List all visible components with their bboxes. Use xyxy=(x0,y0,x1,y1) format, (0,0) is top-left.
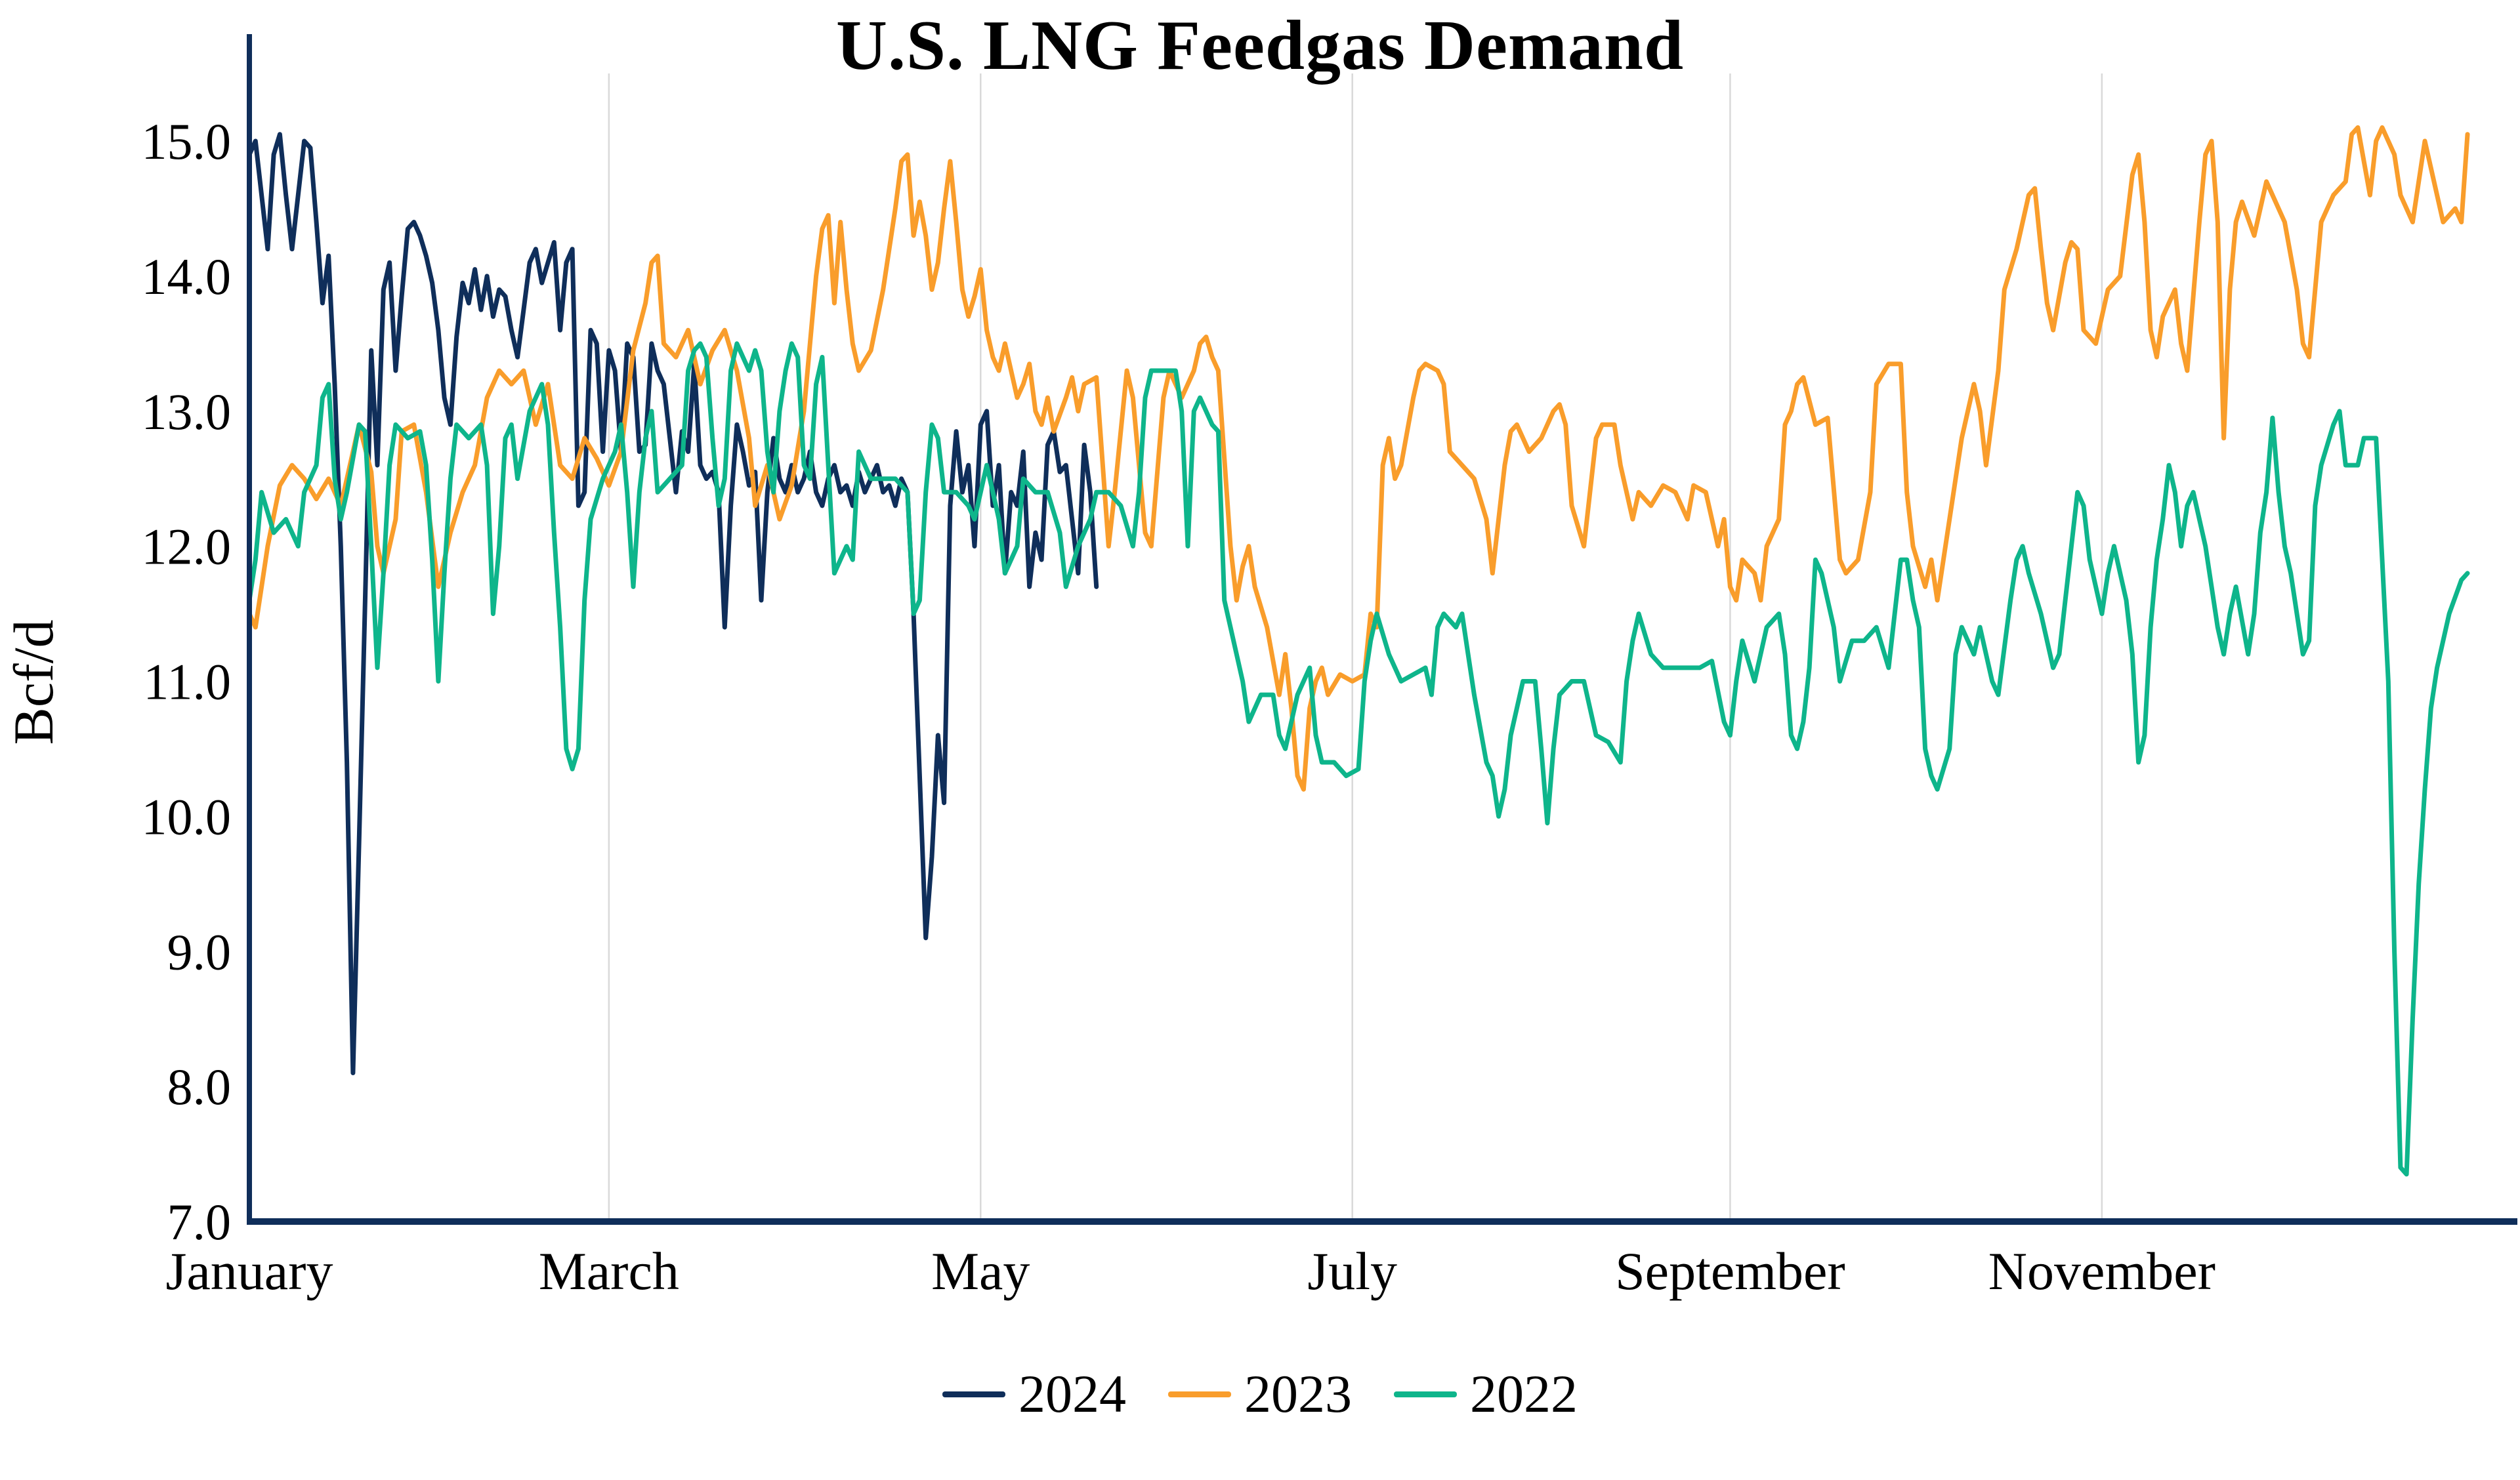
y-tick-label: 9.0 xyxy=(167,923,232,980)
chart-title: U.S. LNG Feedgas Demand xyxy=(835,7,1685,85)
y-tick-label: 8.0 xyxy=(167,1058,232,1115)
y-tick-label: 15.0 xyxy=(142,113,232,170)
legend-item-2023[interactable]: 2023 xyxy=(1168,1363,1352,1425)
y-tick-label: 14.0 xyxy=(142,248,232,305)
x-tick-label-january: January xyxy=(165,1241,333,1301)
y-tick-label: 11.0 xyxy=(143,653,231,710)
legend-item-2022[interactable]: 2022 xyxy=(1394,1363,1578,1425)
series-line-2024 xyxy=(247,132,1099,1075)
legend-swatch-2024 xyxy=(942,1391,1005,1397)
x-tick-label-march: March xyxy=(539,1241,679,1301)
legend-item-2024[interactable]: 2024 xyxy=(942,1363,1126,1425)
legend-label-2022: 2022 xyxy=(1470,1364,1578,1424)
y-tick-label: 13.0 xyxy=(142,383,232,440)
y-tick-label: 10.0 xyxy=(142,788,232,845)
legend: 2024 2023 2022 xyxy=(0,1363,2520,1425)
series-line-2022 xyxy=(247,341,2470,1177)
x-tick-label-november: November xyxy=(1988,1241,2216,1301)
legend-swatch-2022 xyxy=(1394,1391,1457,1397)
x-tick-label-july: July xyxy=(1307,1241,1397,1301)
legend-label-2023: 2023 xyxy=(1244,1364,1352,1424)
series-line-2023 xyxy=(247,125,2470,792)
x-tick-label-may: May xyxy=(931,1241,1030,1301)
y-tick-label: 12.0 xyxy=(142,518,232,575)
y-axis-title: Bcf/d xyxy=(2,619,65,745)
x-tick-label-september: September xyxy=(1615,1241,1845,1301)
legend-swatch-2023 xyxy=(1168,1391,1231,1397)
y-tick-label: 7.0 xyxy=(167,1193,232,1250)
legend-label-2024: 2024 xyxy=(1018,1364,1126,1424)
